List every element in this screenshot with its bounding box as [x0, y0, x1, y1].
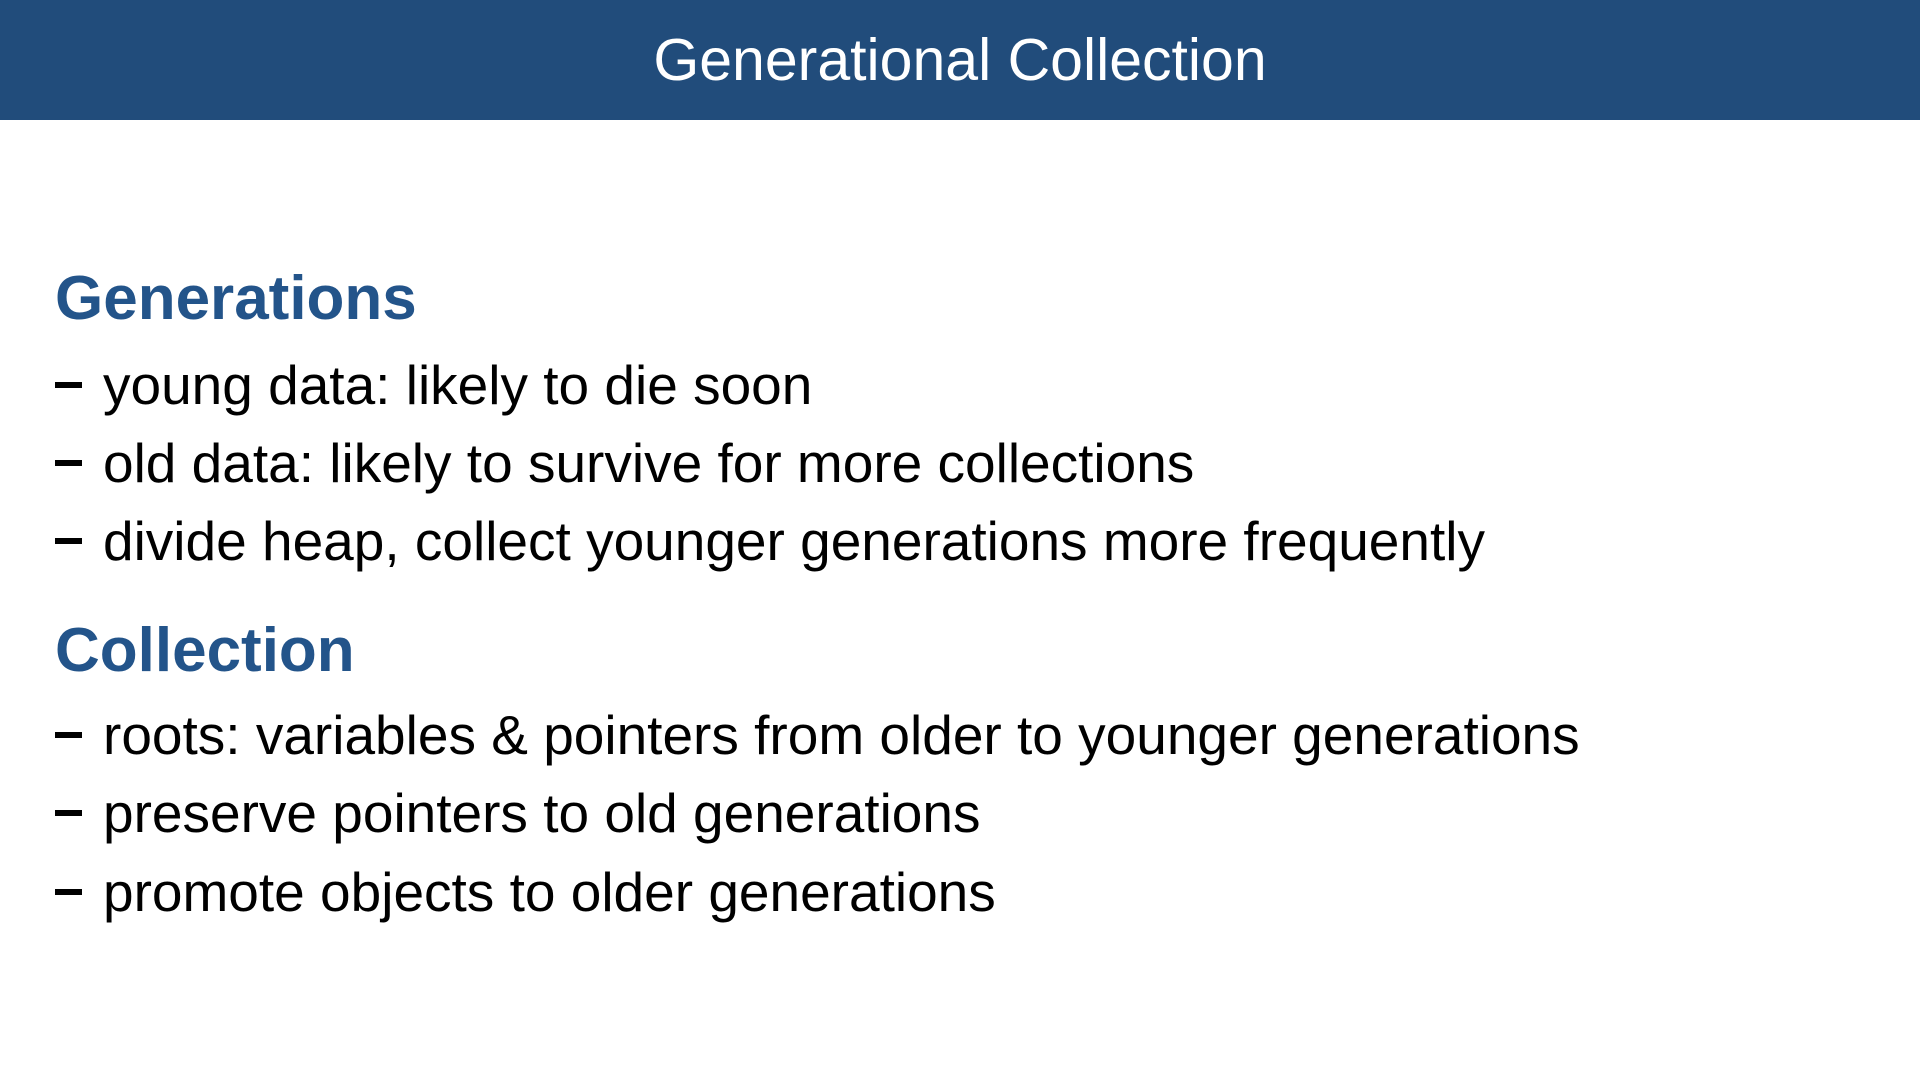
slide-content: Generations young data: likely to die so…	[55, 0, 1875, 1080]
bullet-text: roots: variables & pointers from older t…	[103, 703, 1580, 766]
section-heading-collection: Collection	[55, 616, 355, 685]
bullet-item: promote objects to older generations	[55, 857, 996, 927]
bullet-text: preserve pointers to old generations	[103, 781, 981, 844]
bullet-text: divide heap, collect younger generations…	[103, 509, 1485, 572]
slide-title: Generational Collection	[653, 26, 1267, 93]
bullet-item: young data: likely to die soon	[55, 350, 812, 420]
dash-bullet-icon	[55, 506, 103, 576]
bullet-item: old data: likely to survive for more col…	[55, 428, 1194, 498]
title-bar: Generational Collection	[0, 0, 1920, 120]
dash-bullet-icon	[55, 700, 103, 770]
dash-bullet-icon	[55, 857, 103, 927]
dash-bullet-icon	[55, 778, 103, 848]
bullet-item: roots: variables & pointers from older t…	[55, 700, 1580, 770]
dash-bullet-icon	[55, 350, 103, 420]
section-heading-generations: Generations	[55, 264, 417, 333]
bullet-item: divide heap, collect younger generations…	[55, 506, 1485, 576]
bullet-text: old data: likely to survive for more col…	[103, 431, 1195, 494]
bullet-text: young data: likely to die soon	[103, 353, 813, 416]
bullet-item: preserve pointers to old generations	[55, 778, 980, 848]
dash-bullet-icon	[55, 428, 103, 498]
bullet-text: promote objects to older generations	[103, 860, 996, 923]
